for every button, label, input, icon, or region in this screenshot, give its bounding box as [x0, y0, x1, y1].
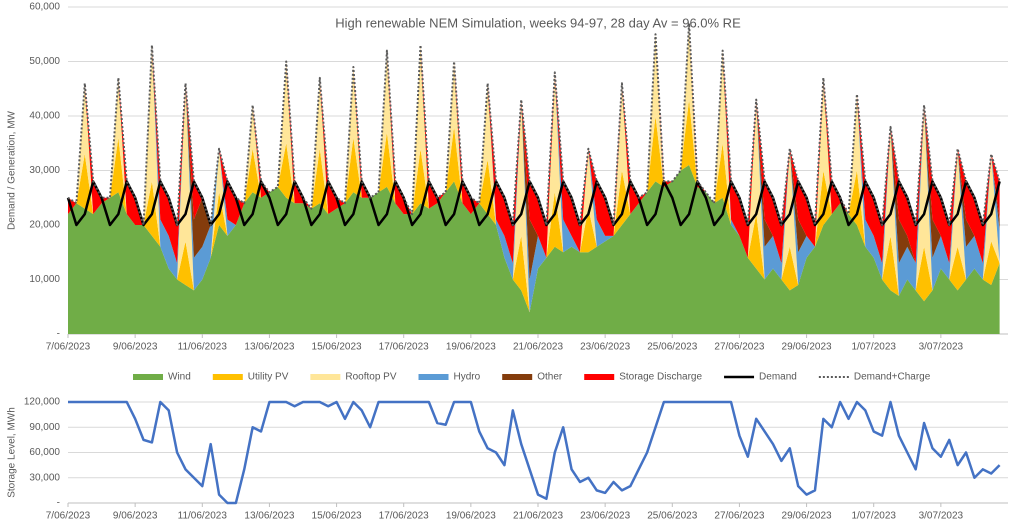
- chart-panel: - 30,000 60,000 90,000 120,000 7/06/2023 9/06/…: [7, 397, 1008, 521]
- x-tick-label: 17/06/2023: [379, 342, 429, 353]
- x-tick-label: 25/06/2023: [647, 511, 697, 521]
- legend-swatch: [584, 374, 615, 380]
- x-tick-label: 3/07/2023: [919, 511, 964, 521]
- y-axis-title: Storage Level, MWh: [7, 407, 18, 498]
- x-tick-label: 3/07/2023: [919, 342, 964, 353]
- y-tick-label: 30,000: [29, 472, 60, 483]
- legend-swatch: [310, 374, 341, 380]
- x-tick-label: 11/06/2023: [178, 511, 228, 521]
- x-tick-label: 11/06/2023: [178, 342, 228, 353]
- legend-label: Utility PV: [248, 372, 289, 383]
- y-tick-label: 60,000: [29, 447, 60, 458]
- y-tick-label: 120,000: [24, 397, 61, 408]
- line-7: [67, 22, 1001, 226]
- y-tick-label: 20,000: [29, 220, 60, 231]
- storage-line: [68, 400, 1001, 505]
- legend-swatch: [133, 374, 163, 380]
- area-5: [68, 23, 1000, 264]
- y-tick-label: 90,000: [29, 422, 60, 433]
- x-tick-label: 7/06/2023: [46, 342, 91, 353]
- legend-label: Demand: [759, 372, 797, 383]
- area-0: [68, 165, 1000, 334]
- x-tick-label: 27/06/2023: [714, 342, 764, 353]
- x-tick-label: 23/06/2023: [580, 511, 630, 521]
- legend-label: Rooftop PV: [345, 372, 396, 383]
- y-tick-label: -: [57, 498, 60, 509]
- x-tick-label: 21/06/2023: [513, 511, 563, 521]
- x-tick-label: 9/06/2023: [113, 511, 158, 521]
- x-tick-label: 13/06/2023: [244, 342, 294, 353]
- x-tick-label: 9/06/2023: [113, 342, 158, 353]
- legend-swatch: [418, 374, 449, 380]
- legend-label: Demand+Charge: [854, 372, 931, 383]
- y-tick-label: 30,000: [29, 165, 60, 176]
- x-tick-label: 29/06/2023: [782, 342, 832, 353]
- x-tick-label: 15/06/2023: [312, 342, 362, 353]
- x-tick-label: 21/06/2023: [513, 342, 563, 353]
- y-tick-label: 10,000: [29, 274, 60, 285]
- legend-swatch: [502, 374, 533, 380]
- legend-label: Other: [537, 372, 563, 383]
- legend-label: Wind: [168, 372, 191, 383]
- y-tick-label: -: [57, 329, 60, 340]
- x-tick-label: 17/06/2023: [379, 511, 429, 521]
- x-tick-label: 1/07/2023: [851, 342, 896, 353]
- x-tick-label: 1/07/2023: [851, 511, 896, 521]
- legend-swatch: [212, 374, 243, 380]
- y-tick-label: 50,000: [29, 56, 60, 67]
- x-tick-label: 19/06/2023: [446, 342, 496, 353]
- x-tick-label: 27/06/2023: [714, 511, 764, 521]
- legend-label: Storage Discharge: [619, 372, 702, 383]
- legend: Wind Utility PV Rooftop PV Hydro Other Storag…: [133, 372, 931, 383]
- y-tick-label: 60,000: [29, 2, 60, 13]
- y-axis-title: Demand / Generation, MW: [7, 110, 18, 229]
- x-tick-label: 25/06/2023: [647, 342, 697, 353]
- x-tick-label: 23/06/2023: [580, 342, 630, 353]
- x-tick-label: 19/06/2023: [446, 511, 496, 521]
- x-tick-label: 7/06/2023: [46, 511, 91, 521]
- area-4: [68, 23, 1000, 280]
- chart-title: High renewable NEM Simulation, weeks 94-…: [335, 15, 741, 30]
- chart-panel: - 10,000 20,000 30,000 40,000 50,000 60,000 7/0…: [7, 2, 1008, 383]
- legend-label: Hydro: [454, 372, 481, 383]
- y-tick-label: 40,000: [29, 111, 60, 122]
- x-tick-label: 15/06/2023: [312, 511, 362, 521]
- x-tick-label: 29/06/2023: [782, 511, 832, 521]
- x-tick-label: 13/06/2023: [244, 511, 294, 521]
